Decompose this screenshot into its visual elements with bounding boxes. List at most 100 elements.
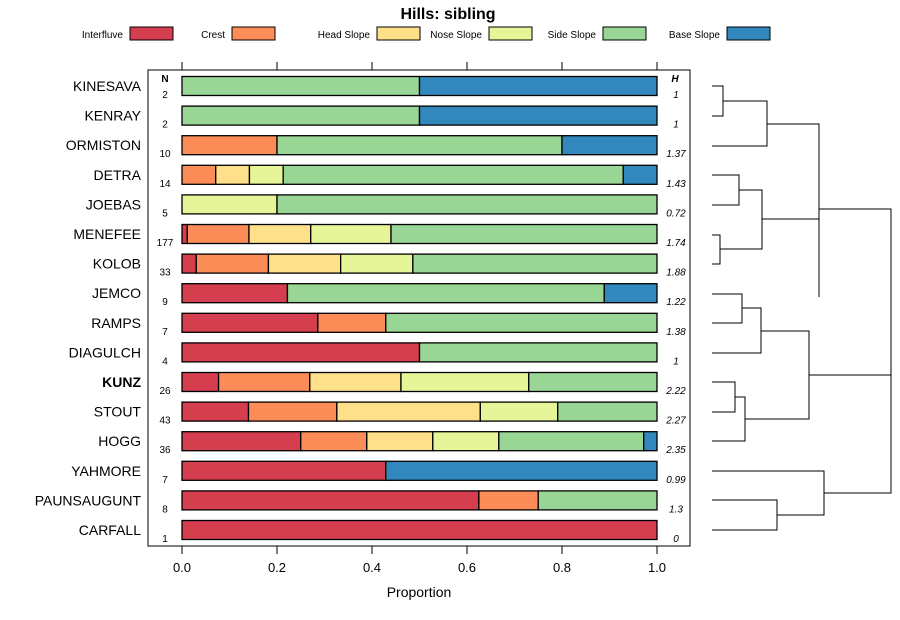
legend-label-head-slope: Head Slope [318, 30, 371, 41]
bar-segment-interfluve [181, 312, 319, 333]
bar-segment-side-slope [276, 194, 658, 215]
bar-segment-interfluve [181, 371, 220, 393]
x-tick-label: 1.0 [648, 560, 666, 575]
bar-segment-crest [181, 135, 278, 156]
row-menefee: MENEFEE 177 1.74 [73, 223, 686, 249]
legend-swatch-crest [231, 26, 276, 41]
dendrogram-branches [712, 85, 892, 531]
bar-segment-crest [478, 490, 539, 511]
n-value: 36 [159, 445, 171, 456]
bar-segment-base-slope [622, 164, 658, 185]
legend-label-base-slope: Base Slope [669, 30, 721, 41]
n-value: 14 [159, 179, 171, 190]
top-axis-ticks [181, 62, 658, 70]
bar-segment-side-slope [276, 135, 563, 156]
bar-segment-interfluve [181, 283, 289, 304]
bar-segment-crest [186, 223, 250, 245]
n-value: 43 [159, 416, 171, 427]
bar-segment-crest [217, 371, 311, 393]
bar-segment-crest [300, 431, 368, 452]
row-kolob: KOLOB 33 1.88 [93, 253, 686, 279]
legend-swatch-nose-slope [488, 26, 533, 41]
row-hogg: HOGG 36 2.35 [98, 431, 686, 456]
legend-label-crest: Crest [201, 30, 225, 41]
bar-segment-nose-slope [248, 164, 284, 185]
row-carfall: CARFALL 1 0 [79, 519, 679, 545]
h-value: 1.38 [666, 327, 686, 338]
h-value: 2.35 [665, 445, 686, 456]
bar-segment-head-slope [248, 223, 312, 245]
h-value: 1 [673, 356, 679, 367]
bar-segment-nose-slope [400, 371, 530, 393]
h-value: 0 [673, 534, 679, 545]
bar-segment-head-slope [366, 431, 434, 452]
x-axis-title: Proportion [387, 584, 452, 600]
bar-segment-side-slope [412, 253, 658, 274]
row-yahmore: YAHMORE 7 0.99 [71, 460, 686, 486]
row-label: ORMISTON [66, 137, 141, 153]
bar-segment-side-slope [181, 105, 421, 126]
bar-segment-base-slope [561, 135, 658, 156]
legend-swatch-head-slope [376, 26, 421, 41]
bar-segment-side-slope [286, 283, 605, 304]
row-label: KINESAVA [73, 78, 142, 94]
bar-segment-interfluve [181, 401, 250, 422]
n-value: 7 [162, 327, 168, 338]
h-value: 1.43 [666, 179, 686, 190]
bar-segment-nose-slope [432, 431, 500, 452]
row-label: STOUT [94, 404, 142, 420]
legend-swatch-interfluve [129, 26, 174, 41]
bar-segment-interfluve [181, 253, 197, 274]
row-label: DETRA [94, 167, 142, 183]
bar-segment-base-slope [418, 105, 658, 126]
x-tick-label: 0.0 [173, 560, 191, 575]
h-column-header: H [671, 74, 679, 85]
n-value: 1 [162, 534, 168, 545]
bar-segment-nose-slope [181, 194, 278, 215]
row-label: PAUNSAUGUNT [35, 492, 142, 508]
n-value: 33 [159, 268, 171, 279]
n-value: 10 [159, 149, 171, 160]
h-value: 0.99 [666, 475, 686, 486]
row-kunz: KUNZ 26 2.22 [102, 371, 686, 397]
bar-segment-interfluve [181, 431, 302, 452]
row-joebas: JOEBAS 5 0.72 [86, 194, 686, 219]
bar-segment-nose-slope [479, 401, 559, 422]
n-value: 4 [162, 356, 168, 367]
bar-segment-nose-slope [339, 253, 414, 274]
row-kenray: KENRAY 2 1 [84, 105, 679, 131]
bar-segment-base-slope [603, 283, 658, 304]
x-tick-label: 0.2 [268, 560, 286, 575]
row-label: JEMCO [92, 285, 141, 301]
h-value: 1 [673, 90, 679, 101]
bar-segment-crest [247, 401, 338, 422]
dendrogram [712, 85, 892, 531]
row-paunsaugunt: PAUNSAUGUNT 8 1.3 [35, 490, 683, 515]
x-tick-label: 0.8 [553, 560, 571, 575]
bar-segment-interfluve [181, 342, 421, 363]
h-value: 1.74 [666, 238, 686, 249]
bar-segment-side-slope [390, 223, 658, 245]
bar-segment-interfluve [181, 519, 658, 541]
bar-segment-side-slope [528, 371, 658, 393]
plot-frame [147, 69, 691, 547]
bar-segment-interfluve [181, 490, 480, 511]
n-value: 177 [157, 238, 174, 249]
row-label: YAHMORE [71, 463, 141, 479]
legend-label-nose-slope: Nose Slope [430, 30, 482, 41]
bar-segment-side-slope [181, 75, 421, 97]
row-label: RAMPS [91, 315, 141, 331]
h-value: 1.22 [666, 297, 686, 308]
legend: Interfluve Crest Head Slope Nose Slope Side … [82, 26, 771, 41]
h-value: 1 [673, 120, 679, 131]
bar-segment-side-slope [537, 490, 658, 511]
row-label: JOEBAS [86, 196, 141, 212]
legend-label-side-slope: Side Slope [548, 30, 597, 41]
bar-segment-side-slope [557, 401, 658, 422]
h-value: 1.37 [666, 149, 686, 160]
row-label: KENRAY [84, 108, 141, 124]
row-label: CARFALL [79, 522, 141, 538]
row-label: KUNZ [102, 374, 141, 390]
row-stout: STOUT 43 2.27 [94, 401, 686, 427]
